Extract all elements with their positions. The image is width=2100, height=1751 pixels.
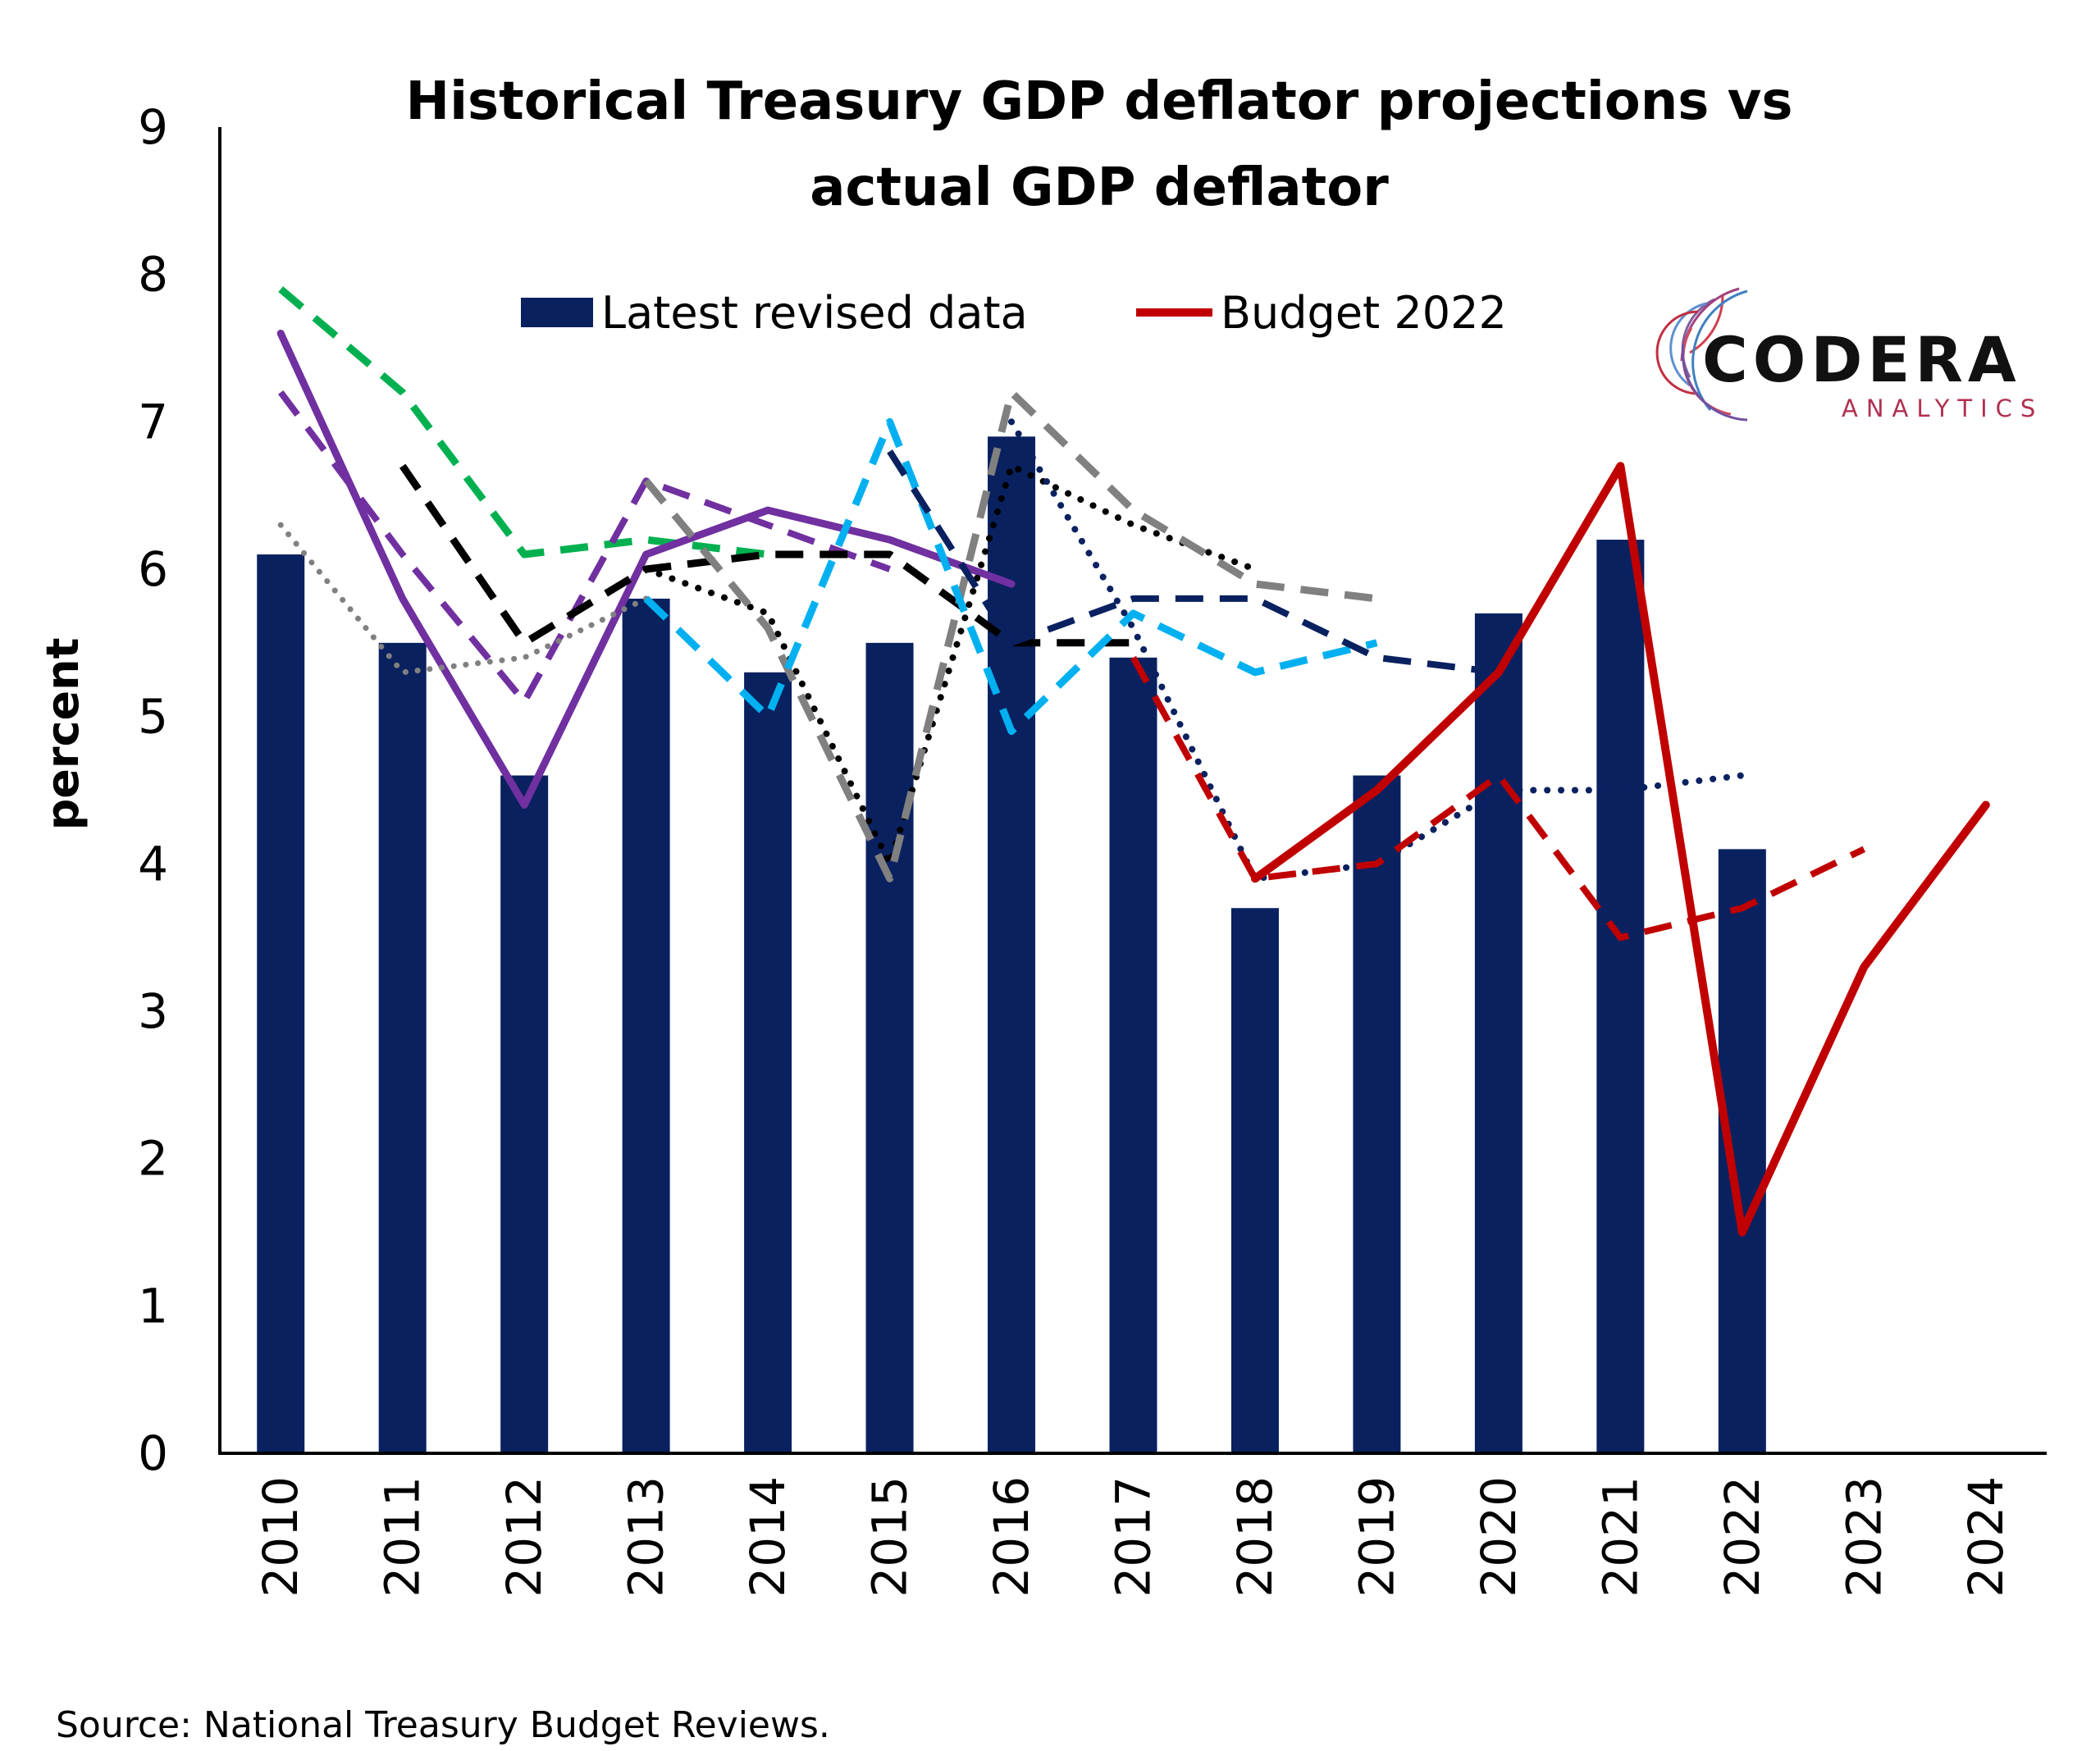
- logo-arcs-icon: [1655, 287, 1748, 422]
- x-tick-2011: 2011: [375, 1476, 431, 1598]
- bar-2017: [1109, 657, 1157, 1453]
- x-tick-2019: 2019: [1349, 1476, 1404, 1598]
- bar-2011: [378, 642, 427, 1453]
- legend-label-budget-2022: Budget 2022: [1221, 287, 1507, 339]
- series-line-1: [278, 286, 769, 559]
- legend-label-latest-revised-data: Latest revised data: [601, 287, 1028, 339]
- series-line-7: [643, 388, 1377, 882]
- x-tick-2021: 2021: [1592, 1476, 1648, 1598]
- bar-2016: [988, 436, 1036, 1453]
- y-tick-9: 9: [138, 99, 168, 155]
- legend-swatch-bar: [521, 298, 593, 327]
- series-line-3: [278, 390, 891, 705]
- bar-2012: [500, 775, 549, 1453]
- codera-logo: CODERA ANALYTICS: [1655, 287, 2043, 422]
- x-tick-labels: 2010 2011 2012 2013 2014 2015 2016 2017 2018 2019…: [253, 1476, 2014, 1598]
- y-tick-3: 3: [138, 983, 168, 1039]
- chart-title-line-2: actual GDP deflator: [810, 157, 1389, 218]
- y-tick-7: 7: [138, 394, 168, 449]
- series-line-4: [277, 522, 650, 676]
- logo-wordmark: CODERA: [1702, 323, 2021, 396]
- x-tick-2012: 2012: [496, 1476, 552, 1598]
- source-note: Source: National Treasury Budget Reviews…: [56, 1704, 830, 1746]
- bar-2018: [1230, 908, 1279, 1453]
- legend: Latest revised data Budget 2022: [521, 287, 1507, 339]
- chart-title-line-1: Historical Treasury GDP deflator project…: [406, 71, 1793, 132]
- bar-2014: [744, 672, 792, 1453]
- x-tick-2016: 2016: [984, 1476, 1039, 1598]
- x-tick-2024: 2024: [1958, 1476, 2014, 1598]
- y-tick-1: 1: [138, 1278, 168, 1334]
- series-line-9: [887, 449, 1500, 676]
- y-tick-4: 4: [138, 836, 168, 891]
- bars-layer: [257, 436, 1766, 1453]
- lines-layer: [276, 286, 1990, 1237]
- y-tick-5: 5: [138, 689, 168, 745]
- series-line-8: [643, 417, 1378, 736]
- series-line-12: [1251, 462, 1990, 1237]
- bar-2020: [1474, 613, 1522, 1453]
- bar-2010: [257, 554, 305, 1453]
- y-tick-0: 0: [138, 1425, 168, 1481]
- series-line-2: [276, 330, 1016, 809]
- x-tick-2022: 2022: [1714, 1476, 1770, 1598]
- logo-tagline: ANALYTICS: [1842, 394, 2043, 422]
- x-tick-2014: 2014: [740, 1476, 796, 1598]
- bar-2013: [622, 598, 670, 1453]
- series-line-11: [1130, 655, 1866, 942]
- x-tick-2013: 2013: [619, 1476, 674, 1598]
- y-tick-6: 6: [138, 541, 168, 597]
- bar-2019: [1353, 775, 1401, 1453]
- x-tick-2020: 2020: [1471, 1476, 1527, 1598]
- y-tick-2: 2: [138, 1131, 168, 1187]
- x-tick-2018: 2018: [1227, 1476, 1283, 1598]
- x-tick-2023: 2023: [1836, 1476, 1892, 1598]
- x-tick-2015: 2015: [862, 1476, 918, 1598]
- y-tick-labels: 0 1 2 3 4 5 6 7 8 9: [138, 99, 168, 1481]
- series-line-6: [642, 463, 1258, 868]
- y-axis-label: percent: [37, 638, 89, 831]
- bar-2015: [865, 642, 914, 1453]
- x-tick-2017: 2017: [1106, 1476, 1162, 1598]
- bar-2021: [1596, 540, 1645, 1453]
- x-tick-2010: 2010: [253, 1476, 308, 1598]
- y-tick-8: 8: [138, 247, 168, 303]
